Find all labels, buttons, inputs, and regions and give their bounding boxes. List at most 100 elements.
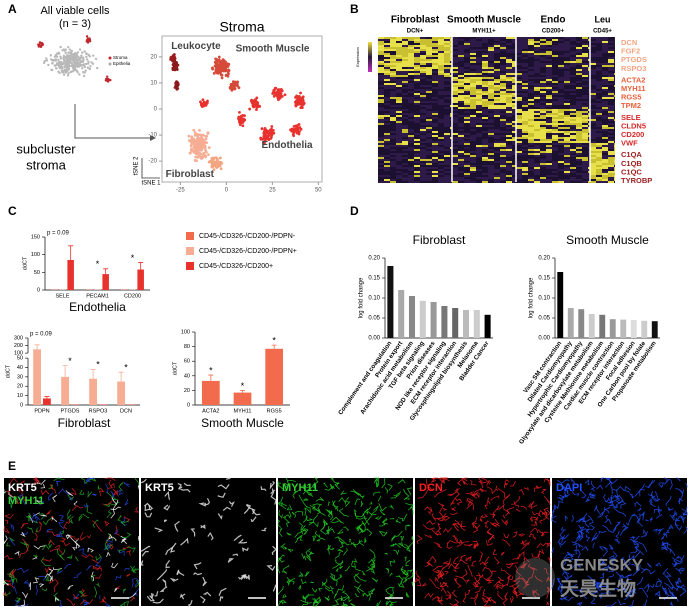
tsne-dot: [267, 131, 271, 135]
tissue-stroke: [38, 512, 46, 520]
heatmap-cell: [432, 145, 438, 147]
tissue-stroke: [144, 512, 153, 518]
heatmap-cell: [390, 109, 396, 111]
heatmap-cell: [408, 179, 414, 181]
heatmap-cell: [564, 113, 570, 115]
tissue-stroke: [354, 512, 359, 519]
heatmap-cell: [608, 127, 614, 129]
heatmap-cell: [534, 69, 540, 71]
heatmap-cell: [512, 121, 516, 123]
heatmap-cell: [614, 119, 615, 121]
heatmap-cell: [540, 123, 546, 125]
heatmap-cell: [522, 67, 528, 69]
heatmap-cell: [408, 83, 414, 85]
heatmap-cell: [546, 137, 552, 139]
heatmap-cell: [588, 151, 590, 153]
heatmap-cell: [564, 95, 570, 97]
heatmap-cell: [540, 83, 546, 85]
tissue-stroke: [152, 598, 164, 604]
tsne-dot: [204, 137, 208, 141]
heatmap-cell: [570, 133, 576, 135]
heatmap-cell: [558, 135, 564, 137]
heatmap-cell: [464, 161, 470, 163]
tissue-stroke: [245, 504, 256, 515]
heatmap-cell: [552, 147, 558, 149]
heatmap-cell: [432, 81, 438, 83]
heatmap-cell: [458, 159, 464, 161]
heatmap-cell: [546, 119, 552, 121]
heatmap-cell: [546, 39, 552, 41]
tissue-stroke: [238, 574, 246, 580]
heatmap-cell: [528, 49, 534, 51]
heatmap-cell: [506, 173, 512, 175]
heatmap-cell: [450, 77, 452, 79]
heatmap-cell: [564, 103, 570, 105]
heatmap-cell: [528, 87, 534, 89]
heatmap-cell: [540, 59, 546, 61]
tissue-stroke: [277, 496, 284, 504]
heatmap-cell: [408, 55, 414, 57]
heatmap-cell: [534, 67, 540, 69]
tissue-stroke: [50, 575, 53, 581]
heatmap-cell: [384, 41, 390, 43]
annotation: *: [124, 363, 128, 373]
heatmap-cell: [576, 107, 582, 109]
heatmap-cell: [378, 71, 384, 73]
heatmap-cell: [528, 163, 534, 165]
heatmap-cell: [396, 89, 402, 91]
heatmap-cell: [590, 107, 596, 109]
y-tick-label: 30: [17, 374, 23, 380]
inset-dot: [71, 55, 74, 59]
heatmap-cell: [570, 113, 576, 115]
heatmap-cell: [512, 73, 516, 75]
heatmap-cell: [482, 91, 488, 93]
heatmap-cell: [408, 93, 414, 95]
heatmap-cell: [540, 117, 546, 119]
heatmap-cell: [528, 91, 534, 93]
heatmap-cell: [500, 177, 506, 179]
inset-dot: [67, 56, 71, 60]
heatmap-cell: [482, 165, 488, 167]
y-tick-label: 0.00: [538, 336, 550, 342]
heatmap-cell: [470, 45, 476, 47]
heatmap-cell: [540, 157, 546, 159]
heatmap-cell: [596, 97, 602, 99]
heatmap-cell: [534, 123, 540, 125]
heatmap-cell: [408, 111, 414, 113]
heatmap-cell: [528, 169, 534, 171]
tsne-dot: [301, 98, 304, 102]
heatmap-cell: [444, 159, 450, 161]
heatmap-cell: [426, 45, 432, 47]
tissue-stroke: [375, 600, 382, 607]
heatmap-cell: [546, 151, 552, 153]
heatmap-cell: [528, 133, 534, 135]
heatmap-cell: [464, 75, 470, 77]
y-tick-label: 60: [184, 359, 190, 365]
heatmap-cell: [420, 69, 426, 71]
heatmap-cell: [608, 131, 614, 133]
error-bar: [34, 344, 40, 350]
heatmap-cell: [500, 181, 506, 183]
heatmap-cell: [494, 53, 500, 55]
tissue-stroke: [366, 590, 373, 597]
tissue-stroke: [45, 575, 50, 582]
heatmap-cell: [534, 151, 540, 153]
heatmap-cell: [494, 43, 500, 45]
heatmap-cell: [482, 153, 488, 155]
heatmap-cell: [590, 167, 596, 169]
x-tick-label: RSPO3: [89, 408, 108, 414]
heatmap-cell: [534, 101, 540, 103]
heatmap-cell: [552, 89, 558, 91]
heatmap-cell: [608, 81, 614, 83]
tissue-stroke: [163, 504, 171, 511]
heatmap-cell: [452, 57, 458, 59]
heatmap-cell: [408, 143, 414, 145]
tissue-stroke: [333, 593, 338, 599]
heatmap-cell: [602, 147, 608, 149]
heatmap-cell: [590, 53, 596, 55]
bar: [452, 308, 459, 338]
heatmap-cell: [608, 143, 614, 145]
heatmap-cell: [470, 63, 476, 65]
tissue-stroke: [21, 491, 26, 502]
heatmap-cell: [432, 89, 438, 91]
